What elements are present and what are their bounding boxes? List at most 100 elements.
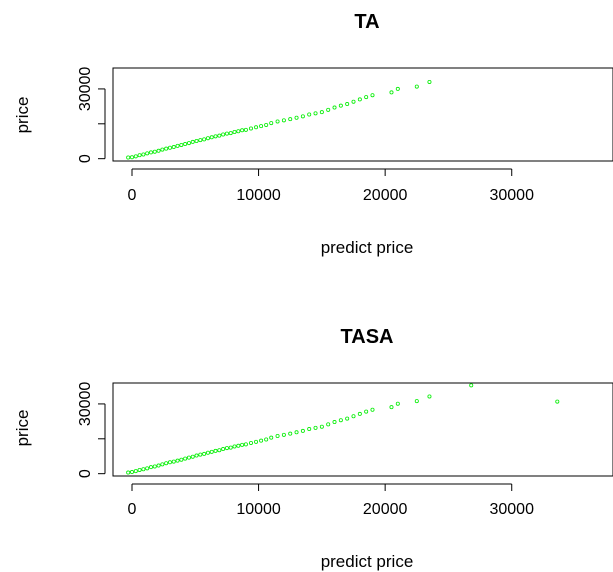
data-point — [232, 129, 237, 134]
data-point — [243, 442, 248, 447]
x-tick-label: 0 — [128, 501, 137, 518]
x-axis: 0 10000 20000 30000 — [128, 483, 534, 518]
data-point — [221, 132, 226, 137]
data-point — [228, 131, 233, 136]
scatter-panel-ta: TA 0 10000 20000 30000 0 30000 predict price… — [13, 11, 613, 257]
data-point — [338, 103, 343, 108]
data-point — [167, 460, 172, 465]
data-point — [224, 131, 229, 136]
data-point — [213, 448, 218, 453]
data-point — [300, 428, 305, 433]
data-point — [364, 95, 369, 100]
data-point — [179, 142, 184, 147]
data-point — [254, 439, 259, 444]
x-axis-label: predict price — [321, 552, 414, 571]
data-point — [164, 461, 169, 466]
plot-frame — [112, 67, 613, 162]
x-tick-label: 30000 — [489, 187, 534, 204]
data-point — [561, 48, 564, 51]
data-point — [313, 425, 318, 430]
data-point — [427, 79, 432, 84]
data-point — [217, 448, 222, 453]
data-point — [294, 430, 299, 435]
data-point — [179, 457, 184, 462]
data-point — [269, 121, 274, 126]
data-point — [345, 102, 350, 107]
data-point — [357, 411, 362, 416]
data-point — [190, 454, 195, 459]
data-point — [389, 405, 394, 410]
data-point — [160, 462, 165, 467]
data-points — [126, 377, 612, 475]
plot-frame — [112, 382, 613, 477]
data-point — [141, 467, 146, 472]
data-point — [319, 110, 324, 115]
data-point — [555, 399, 560, 404]
data-point — [198, 452, 203, 457]
data-point — [248, 440, 253, 445]
chart-title: TASA — [341, 326, 394, 348]
y-axis-label: price — [13, 410, 32, 447]
data-point — [194, 139, 199, 144]
data-point — [414, 84, 419, 89]
x-tick-label: 20000 — [363, 187, 408, 204]
data-point — [240, 442, 245, 447]
data-point — [326, 422, 331, 427]
data-point — [137, 153, 142, 158]
data-point — [141, 152, 146, 157]
data-point — [519, 59, 522, 62]
data-point — [148, 465, 153, 470]
data-point — [148, 150, 153, 155]
data-point — [186, 141, 191, 146]
x-axis-label: predict price — [321, 238, 414, 257]
data-point — [326, 107, 331, 112]
scatter-panel-tasa: TASA 0 10000 20000 30000 0 30000 predict pri… — [13, 326, 613, 571]
data-point — [224, 446, 229, 451]
x-tick-label: 0 — [128, 187, 137, 204]
data-point — [332, 420, 337, 425]
data-point — [164, 146, 169, 151]
data-point — [281, 118, 286, 123]
data-point — [183, 142, 188, 147]
x-axis: 0 10000 20000 30000 — [128, 168, 534, 204]
data-point — [205, 136, 210, 141]
data-point — [609, 377, 612, 380]
x-tick-label: 10000 — [236, 187, 281, 204]
x-tick-label: 30000 — [489, 501, 534, 518]
x-tick-label: 10000 — [236, 501, 281, 518]
data-point — [275, 434, 280, 439]
data-point — [395, 401, 400, 406]
data-point — [357, 97, 362, 102]
data-point — [152, 149, 157, 154]
data-point — [370, 407, 375, 412]
data-point — [202, 451, 207, 456]
data-point — [221, 447, 226, 452]
data-point — [175, 143, 180, 148]
data-point — [370, 93, 375, 98]
data-point — [243, 127, 248, 132]
y-axis-label: price — [13, 97, 32, 134]
data-point — [389, 90, 394, 95]
data-point — [186, 455, 191, 460]
data-point — [288, 431, 293, 436]
data-point — [232, 444, 237, 449]
data-point — [294, 115, 299, 120]
data-point — [217, 133, 222, 138]
data-point — [156, 148, 161, 153]
data-point — [198, 138, 203, 143]
data-point — [126, 155, 131, 160]
data-point — [351, 414, 356, 419]
data-point — [133, 154, 138, 159]
y-axis: 0 30000 — [77, 382, 106, 478]
data-point — [345, 416, 350, 421]
data-points — [126, 36, 612, 160]
data-point — [281, 432, 286, 437]
data-point — [259, 438, 264, 443]
data-point — [175, 458, 180, 463]
data-point — [171, 459, 176, 464]
data-point — [609, 36, 612, 39]
data-point — [264, 437, 269, 442]
data-point — [129, 155, 134, 160]
data-point — [171, 145, 176, 150]
data-point — [469, 383, 474, 388]
